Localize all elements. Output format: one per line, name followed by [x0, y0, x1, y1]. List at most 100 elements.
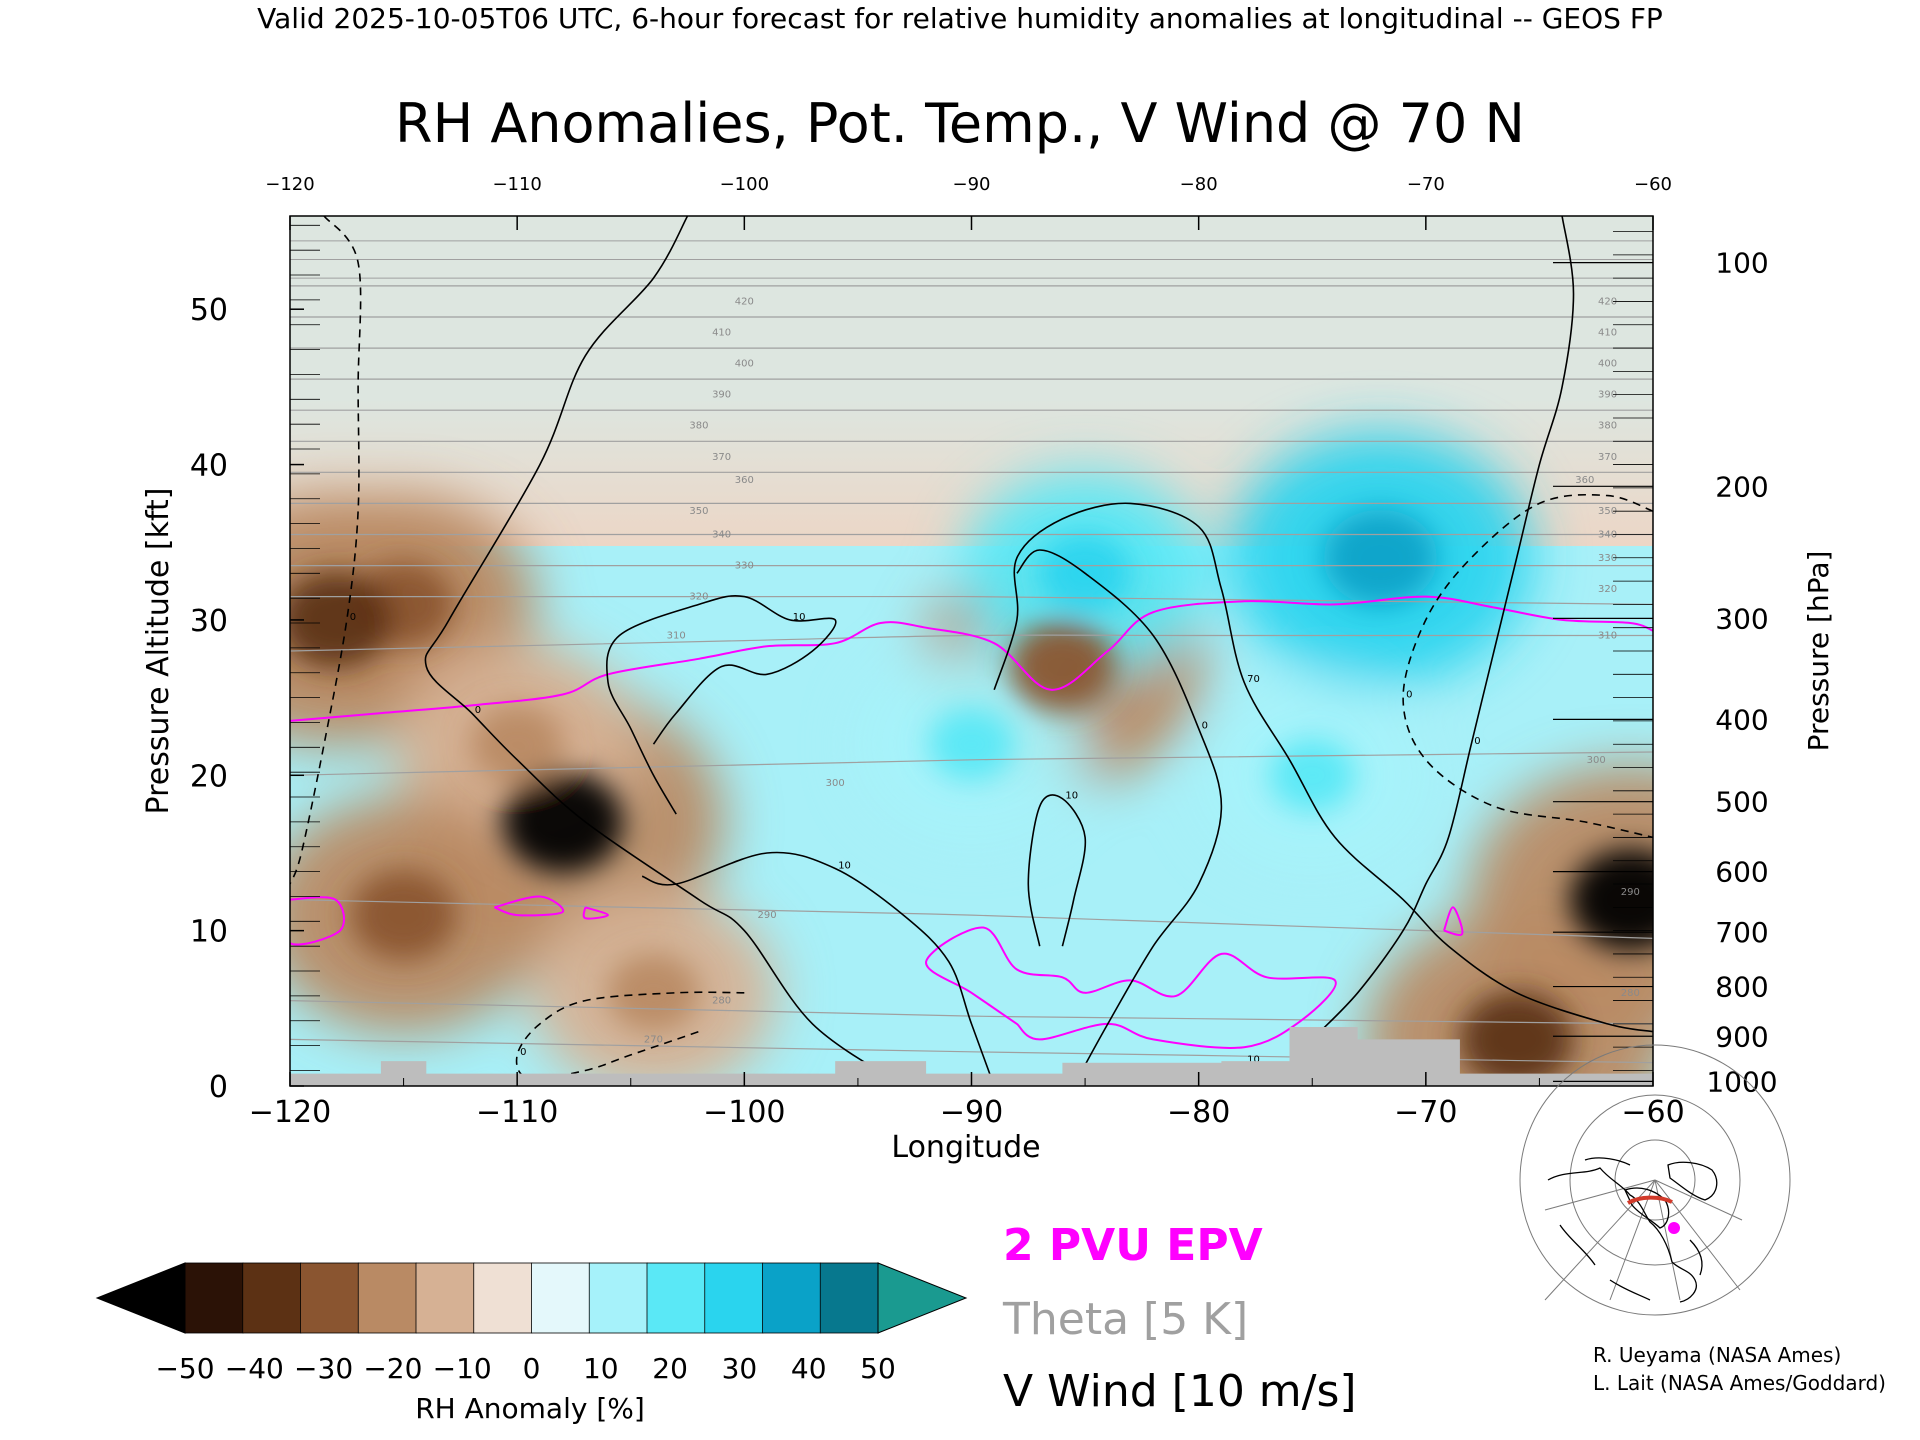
rh-blob: [1468, 764, 1653, 1035]
colorbar-segment: [357, 1262, 417, 1334]
theta-label: 350: [689, 506, 708, 517]
legend-theta: Theta [5 K]: [1002, 1294, 1248, 1345]
wind-label: 0: [520, 1047, 526, 1058]
pressure-tick-label: 900: [1715, 1020, 1768, 1053]
banner-text: Valid 2025-10-05T06 UTC, 6-hour forecast…: [257, 2, 1663, 35]
rh-blob-core: [928, 708, 1015, 781]
colorbar-tick-label: −30: [294, 1352, 353, 1385]
y-axis-label-right: Pressure [hPa]: [1802, 551, 1835, 752]
location-inset-map: [1519, 1044, 1791, 1316]
colorbar-tick-label: 10: [583, 1352, 619, 1385]
y-tick-label: 20: [190, 759, 228, 794]
wind-contour: [641, 851, 995, 1086]
epv-2pvu-contour: [290, 595, 1653, 722]
colorbar-segment: [242, 1262, 302, 1334]
pressure-tick-label: 800: [1715, 971, 1768, 1004]
colorbar-label: RH Anomaly [%]: [415, 1392, 645, 1425]
theta-contours: [290, 240, 1653, 1064]
rh-blob-core: [350, 869, 458, 961]
theta-label: 340: [712, 529, 731, 540]
theta-label: 350: [1598, 506, 1617, 517]
colorbar-tick-label: −10: [433, 1352, 492, 1385]
colorbar-segment: [473, 1262, 533, 1334]
wind-contour: [1027, 794, 1087, 947]
colorbar-tick-label: −20: [363, 1352, 422, 1385]
colorbar-tick-label: 20: [652, 1352, 688, 1385]
x-tick-label: −120: [249, 1095, 331, 1130]
x-tick-label: −110: [476, 1095, 558, 1130]
theta-label: 300: [1587, 755, 1606, 766]
plot-area: 270 280 290 300 310 320 330 340 350 360 370 380 390 4…: [290, 216, 1653, 1086]
theta-label: 310: [667, 630, 686, 641]
wind-label: 0: [1202, 721, 1208, 732]
top-x-tick-label: −110: [492, 174, 541, 195]
colorbar-segment: [588, 1262, 648, 1334]
theta-contour-labels: 270 280 290 300 310 320 330 340 350 360 370 380 390 4…: [644, 296, 1640, 1045]
pressure-tick-label: 1000: [1706, 1065, 1777, 1098]
epv-contour: [1443, 906, 1464, 936]
y-axis-label-left: Pressure Altitude [kft]: [141, 488, 176, 815]
wind-contour: [290, 216, 362, 885]
wind-contour: [424, 216, 904, 1086]
colorbar: −50 −40 −30 −20 −10 0 10 20 30 40 50: [95, 1262, 968, 1385]
top-x-tick-label: −90: [953, 174, 991, 195]
rh-blob-core: [607, 953, 700, 1032]
theta-label: 270: [644, 1034, 663, 1045]
colorbar-over-arrow: [877, 1262, 968, 1334]
wind-contours: 0 10 70 10 0 0 0 0 0 10 10: [290, 216, 1653, 1086]
x-tick-label: −80: [1167, 1095, 1230, 1130]
pressure-tick-label: 300: [1715, 602, 1768, 635]
rh-blob-core: [470, 705, 564, 784]
wind-contour: [605, 595, 837, 815]
colorbar-tick-label: −50: [155, 1352, 214, 1385]
rh-blob-core: [501, 770, 624, 874]
theta-label: 410: [712, 328, 731, 339]
theta-label: 330: [1598, 553, 1617, 564]
wind-contour: [1402, 493, 1653, 839]
x-tick-label: −90: [940, 1095, 1003, 1130]
rh-blob-core: [1569, 848, 1653, 951]
top-x-tick-label: −100: [720, 174, 769, 195]
credit-line-2: L. Lait (NASA Ames/Goddard): [1593, 1371, 1886, 1395]
rh-blob-core: [1008, 621, 1116, 712]
theta-label: 390: [712, 390, 731, 401]
theta-label: 330: [735, 561, 754, 572]
colorbar-tick-label: 50: [860, 1352, 896, 1385]
rh-blob-core: [290, 571, 393, 669]
colorbar-tick-label: −40: [225, 1352, 284, 1385]
theta-label: 360: [1575, 475, 1594, 486]
x-tick-label: −100: [703, 1095, 785, 1130]
colorbar-segment: [704, 1262, 764, 1334]
theta-label: 280: [712, 996, 731, 1007]
epv-contour: [290, 896, 346, 946]
pressure-tick-label: 200: [1715, 470, 1768, 503]
pressure-tick-label: 100: [1715, 247, 1768, 280]
legend-wind: V Wind [10 m/s]: [1003, 1366, 1357, 1417]
theta-label: 390: [1598, 390, 1617, 401]
top-x-tick-label: −70: [1407, 174, 1445, 195]
y-tick-label: 0: [209, 1070, 228, 1105]
theta-label: 380: [1598, 421, 1617, 432]
rh-blob-core: [1323, 509, 1438, 607]
colorbar-segment: [762, 1262, 822, 1334]
wind-contour: [993, 502, 1653, 1033]
epv-contours: [290, 595, 1653, 1049]
rh-anomaly-cores: [290, 509, 1653, 1086]
colorbar-tick-label: 40: [791, 1352, 827, 1385]
pressure-tick-label: 700: [1715, 916, 1768, 949]
axes: −120 −120 −110 −110 −100 −100 −90 −90 −80 −80 −70 −…: [190, 174, 1778, 1130]
theta-label: 300: [826, 778, 845, 789]
top-x-tick-label: −60: [1634, 174, 1672, 195]
wind-label: 10: [838, 861, 851, 872]
pressure-tick-label: 500: [1715, 786, 1768, 819]
theta-label: 400: [1598, 359, 1617, 370]
theta-label: 400: [735, 359, 754, 370]
theta-contour: [290, 899, 1653, 939]
terrain-fill: [290, 1027, 1653, 1086]
theta-label: 360: [735, 475, 754, 486]
credit-line-1: R. Ueyama (NASA Ames): [1593, 1343, 1841, 1367]
wind-label: 0: [475, 705, 481, 716]
colorbar-segment: [819, 1262, 879, 1334]
pressure-tick-label: 600: [1715, 856, 1768, 889]
